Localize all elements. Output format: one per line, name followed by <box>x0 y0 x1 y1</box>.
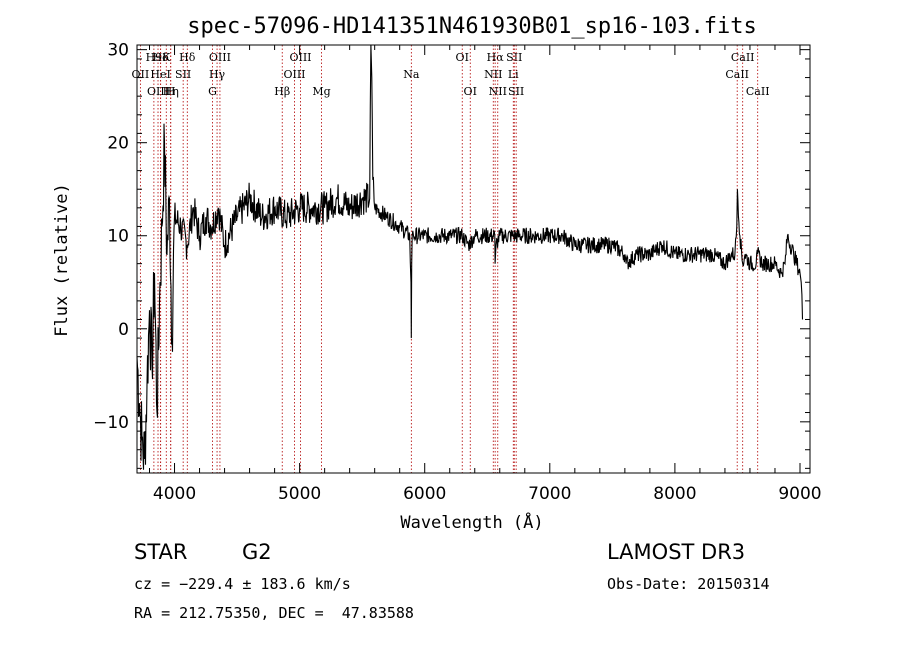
x-tick-label-4000: 4000 <box>153 484 196 504</box>
line-label-16: Mg <box>312 85 330 98</box>
line-label-13: OIII <box>289 51 311 64</box>
line-label-20: Hα <box>487 51 505 64</box>
line-label-7: SII <box>175 68 191 81</box>
survey-name: LAMOST DR3 <box>607 540 746 564</box>
line-label-11: Hγ <box>209 68 226 81</box>
y-tick-label-0: 0 <box>118 320 129 340</box>
line-label-18: OI <box>456 51 469 64</box>
redshift-cz: cz = −229.4 ± 183.6 km/s <box>134 575 351 593</box>
line-label-19: OI <box>464 85 477 98</box>
flux-series-line <box>136 44 804 470</box>
x-tick-label-5000: 5000 <box>278 484 321 504</box>
chart-title: spec-57096-HD141351N461930B01_sp16-103.f… <box>187 14 757 39</box>
line-label-2: OIII <box>147 85 169 98</box>
line-label-10: OIII <box>209 51 231 64</box>
line-label-1: OII <box>132 68 150 81</box>
line-label-28: CaII <box>746 85 770 98</box>
x-tick-label-8000: 8000 <box>653 484 696 504</box>
observation-date: Obs-Date: 20150314 <box>607 575 770 593</box>
y-tick-label-10: 10 <box>107 227 129 247</box>
line-label-9: Hδ <box>179 51 196 64</box>
x-axis: 4000 5000 6000 7000 8000 9000 <box>149 45 822 504</box>
line-label-0: H9 <box>146 51 163 64</box>
plot-frame <box>136 44 811 474</box>
line-label-14: OIII <box>283 68 305 81</box>
line-label-22: NII <box>484 68 502 81</box>
x-axis-label: Wavelength (Å) <box>400 511 543 533</box>
x-tick-label-6000: 6000 <box>403 484 446 504</box>
line-label-26: CaII <box>731 51 755 64</box>
object-subclass: G2 <box>242 540 272 564</box>
line-label-4: K <box>162 51 171 64</box>
y-tick-label--10: −10 <box>93 413 129 433</box>
y-tick-label-30: 30 <box>107 41 129 61</box>
line-label-21: SII <box>506 51 522 64</box>
line-label-17: Na <box>403 68 420 81</box>
y-axis: −10 0 10 20 30 <box>93 41 810 469</box>
line-label-15: Hβ <box>274 85 290 98</box>
line-label-12: G <box>208 85 217 98</box>
y-axis-label: Flux (relative) <box>52 183 72 337</box>
line-label-24: NII <box>489 85 507 98</box>
line-label-25: SII <box>508 85 524 98</box>
x-tick-label-7000: 7000 <box>528 484 571 504</box>
x-tick-label-9000: 9000 <box>778 484 821 504</box>
line-label-3: Hδ <box>153 51 170 64</box>
line-label-5: HeI <box>150 68 170 81</box>
line-label-27: CaII <box>725 68 749 81</box>
ra-dec-coordinates: RA = 212.75350, DEC = 47.83588 <box>134 604 414 622</box>
object-class: STAR <box>134 540 188 564</box>
line-label-23: Li <box>508 68 519 81</box>
line-label-8: H <box>166 85 176 98</box>
y-tick-label-20: 20 <box>107 134 129 154</box>
